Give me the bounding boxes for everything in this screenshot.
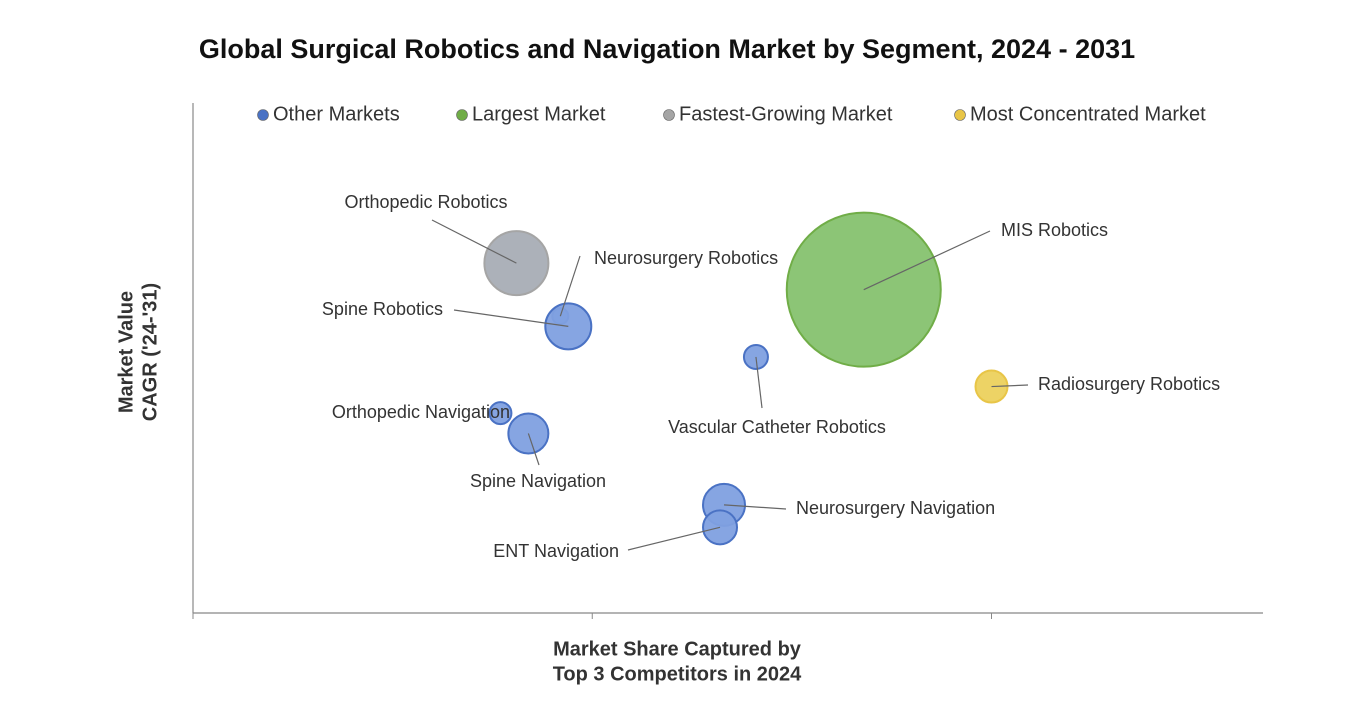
legend-label: Fastest-Growing Market xyxy=(679,103,893,125)
leader-line xyxy=(453,309,569,327)
x-axis-label: Market Share Captured by xyxy=(553,638,802,660)
leader-line xyxy=(559,255,581,317)
x-axis-label: Top 3 Competitors in 2024 xyxy=(553,663,802,685)
data-label: Spine Navigation xyxy=(470,471,606,491)
leader-line xyxy=(755,356,763,409)
leader-line xyxy=(627,526,721,551)
data-label: Neurosurgery Robotics xyxy=(594,248,778,268)
leader-line xyxy=(991,384,1029,388)
data-label: Orthopedic Navigation xyxy=(332,402,510,422)
data-label: ENT Navigation xyxy=(493,541,619,561)
legend-marker xyxy=(456,109,468,121)
legend-label: Other Markets xyxy=(273,103,400,125)
legend-label: Largest Market xyxy=(472,103,606,125)
leader-line xyxy=(863,230,991,291)
y-axis-label: CAGR ('24-'31) xyxy=(139,283,161,421)
leader-line xyxy=(723,504,787,510)
chart-title: Global Surgical Robotics and Navigation … xyxy=(199,34,1135,64)
legend-label: Most Concentrated Market xyxy=(970,103,1206,125)
data-label: Neurosurgery Navigation xyxy=(796,498,995,518)
data-label: Orthopedic Robotics xyxy=(344,192,507,212)
data-label: Vascular Catheter Robotics xyxy=(668,417,886,437)
legend-marker xyxy=(954,109,966,121)
bubble xyxy=(488,401,513,426)
data-label: Spine Robotics xyxy=(322,299,443,319)
data-label: MIS Robotics xyxy=(1001,220,1108,240)
y-axis-label: Market Value xyxy=(115,291,137,413)
legend-marker xyxy=(663,109,675,121)
data-label: Radiosurgery Robotics xyxy=(1038,374,1220,394)
legend-marker xyxy=(257,109,269,121)
leader-line xyxy=(431,219,517,264)
leader-line xyxy=(527,433,540,466)
